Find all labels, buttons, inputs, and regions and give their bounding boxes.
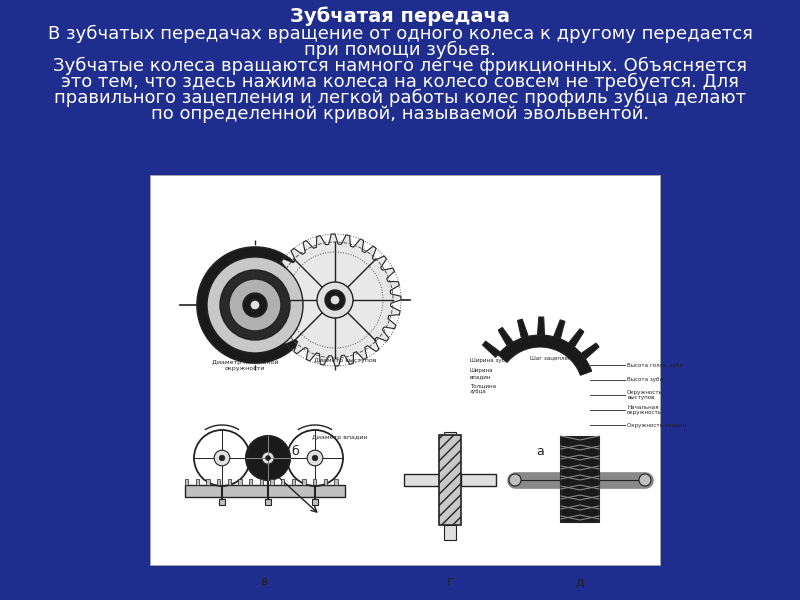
Text: Ширина зуба: Ширина зуба [470, 358, 509, 363]
Bar [302, 479, 306, 485]
Bar [444, 432, 456, 447]
Bar [196, 479, 199, 485]
Circle shape [317, 282, 353, 318]
Circle shape [220, 270, 290, 340]
Text: б: б [291, 445, 299, 458]
Circle shape [214, 450, 230, 466]
Text: В зубчатых передачах вращение от одного колеса к другому передается: В зубчатых передачах вращение от одного … [47, 25, 753, 43]
Bar [150, 175, 660, 565]
Text: при помощи зубьев.: при помощи зубьев. [304, 41, 496, 59]
Circle shape [312, 455, 318, 461]
Circle shape [325, 290, 345, 310]
Text: Высота зуба: Высота зуба [627, 377, 663, 383]
Bar [238, 479, 242, 485]
Text: Диаметр впадин: Диаметр впадин [312, 435, 368, 440]
Text: Начальная
окружность: Начальная окружность [627, 404, 662, 415]
Polygon shape [269, 234, 401, 366]
Polygon shape [538, 317, 545, 335]
Text: Зубчатые колеса вращаются намного легче фрикционных. Объясняется: Зубчатые колеса вращаются намного легче … [53, 57, 747, 75]
Circle shape [219, 455, 225, 461]
Circle shape [639, 474, 651, 486]
Polygon shape [581, 343, 599, 359]
Text: г: г [446, 575, 454, 588]
Bar [185, 479, 188, 485]
Bar [281, 479, 284, 485]
Circle shape [266, 456, 270, 460]
Bar [334, 479, 338, 485]
Polygon shape [482, 341, 500, 358]
Circle shape [229, 279, 281, 331]
Bar [265, 499, 271, 505]
Bar [219, 499, 225, 505]
Bar [185, 485, 345, 497]
Polygon shape [554, 320, 565, 339]
Bar [461, 474, 496, 486]
Circle shape [330, 295, 340, 305]
Text: это тем, что здесь нажима колеса на колесо совсем не требуется. Для: это тем, что здесь нажима колеса на коле… [61, 73, 739, 91]
Polygon shape [518, 319, 528, 338]
Polygon shape [498, 328, 513, 346]
Bar [228, 479, 231, 485]
Text: Окружность
выступов: Окружность выступов [627, 389, 663, 400]
Text: Шаг зацепления: Шаг зацепления [530, 355, 578, 360]
Text: Диаметр выступов: Диаметр выступов [314, 358, 376, 363]
Text: Ширина
впадин: Ширина впадин [470, 368, 494, 379]
Circle shape [207, 257, 303, 353]
Text: правильного зацепления и легкой работы колес профиль зубца делают: правильного зацепления и легкой работы к… [54, 89, 746, 107]
Bar [561, 437, 599, 522]
Bar [270, 479, 274, 485]
Bar [313, 479, 316, 485]
Circle shape [262, 452, 274, 464]
Text: Зубчатая передача: Зубчатая передача [290, 6, 510, 26]
Text: а: а [536, 445, 544, 458]
Circle shape [243, 293, 267, 317]
Bar [292, 479, 295, 485]
Text: д: д [576, 575, 584, 588]
Bar [217, 479, 220, 485]
Circle shape [307, 450, 323, 466]
Text: Диаметр начальной
окружности: Диаметр начальной окружности [212, 360, 278, 371]
Circle shape [197, 247, 313, 363]
Circle shape [266, 456, 270, 460]
Circle shape [246, 436, 290, 480]
Bar [324, 479, 327, 485]
Circle shape [509, 474, 521, 486]
Circle shape [262, 452, 274, 464]
Circle shape [250, 300, 260, 310]
Bar [260, 479, 263, 485]
Text: Толщина
зубца: Толщина зубца [470, 383, 496, 394]
Text: в: в [262, 575, 269, 588]
Polygon shape [498, 335, 592, 375]
Bar [312, 499, 318, 505]
Text: Окружность впадин: Окружность впадин [627, 422, 686, 427]
Bar [404, 474, 439, 486]
Text: Высота голов. зуба: Высота голов. зуба [627, 362, 683, 367]
Text: по определенной кривой, называемой эвольвентой.: по определенной кривой, называемой эволь… [151, 105, 649, 123]
Bar [249, 479, 252, 485]
Polygon shape [569, 329, 584, 347]
Bar [206, 479, 210, 485]
Bar [439, 435, 461, 525]
Bar [444, 525, 456, 540]
